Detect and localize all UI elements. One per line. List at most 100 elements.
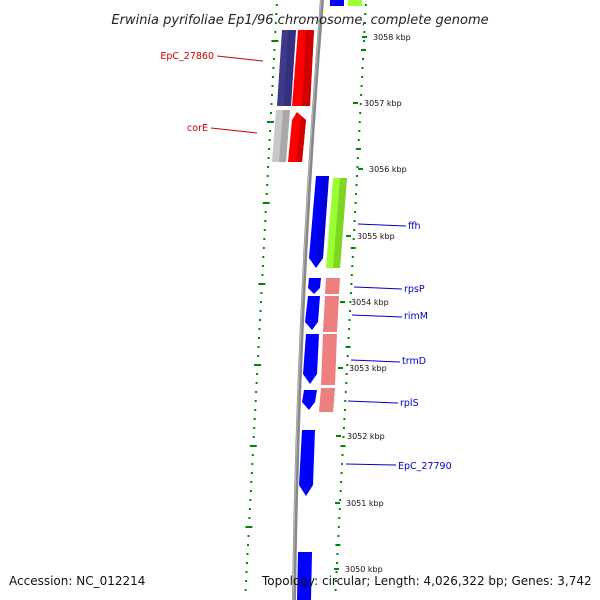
gc-dot: [358, 130, 361, 132]
ruler-tick-mark: [338, 367, 343, 369]
gene-label: corE: [187, 123, 208, 134]
gc-dot: [269, 130, 272, 132]
gc-dot: [357, 139, 360, 141]
gc-dot: [267, 166, 270, 168]
gc-dot: [245, 526, 253, 528]
gc-dot: [256, 373, 259, 375]
gc-dot: [342, 427, 345, 429]
gc-dot: [340, 481, 343, 483]
ruler-tick-label: 3058 kbp: [373, 33, 411, 42]
gene-label: ffh: [408, 221, 421, 232]
ruler-tick-label: 3053 kbp: [349, 364, 387, 373]
gc-dot: [255, 391, 258, 393]
ruler-tick-label: 3051 kbp: [346, 499, 384, 508]
gc-dot: [361, 49, 366, 51]
gc-dot: [264, 211, 267, 213]
gene-label-leader: [216, 55, 264, 62]
gene-labels: EpC_27860 corE ffh rpsP rimM trmD rplS EpC_2779…: [160, 51, 451, 472]
gc-dot: [254, 364, 262, 366]
gc-dot: [247, 544, 249, 546]
gc-dot: [253, 418, 256, 420]
gc-dot: [247, 535, 250, 537]
gc-dot: [267, 157, 270, 159]
gc-dot: [335, 571, 338, 573]
gc-dot: [258, 283, 266, 285]
feature-pink-rimM: [323, 296, 339, 332]
gc-dot: [345, 373, 348, 375]
gc-dot: [249, 499, 252, 501]
gene-label: EpC_27790: [398, 461, 452, 472]
gc-dot: [346, 364, 349, 366]
feature-blue-gene-rimM: [305, 296, 320, 330]
gc-dot: [355, 184, 358, 186]
gc-dot: [345, 346, 351, 348]
gc-dot: [362, 40, 365, 42]
gc-dot: [348, 319, 351, 321]
gc-dot: [337, 526, 340, 528]
gc-dot: [254, 400, 257, 402]
gc-dot: [250, 472, 253, 474]
gc-dot: [356, 175, 358, 177]
gc-dot: [354, 202, 357, 204]
feature-blue-gene-EpC_27790: [299, 430, 315, 496]
gene-label-leader: [347, 400, 399, 404]
gc-dot: [260, 292, 263, 294]
feature-blue-gene-ffh-shade: [316, 176, 329, 268]
gc-dot: [354, 211, 357, 213]
gc-dot: [261, 265, 264, 267]
gc-dot: [359, 103, 362, 105]
feature-green-block-shade: [333, 178, 347, 268]
feature-top-blue: [330, 0, 344, 6]
gc-dot: [248, 517, 251, 519]
gc-dot: [262, 247, 265, 249]
gc-dot: [345, 382, 348, 384]
gc-dot: [339, 499, 342, 501]
gc-dot: [262, 202, 270, 204]
gc-dot: [246, 553, 249, 555]
gc-dot: [352, 238, 355, 240]
ruler-tick-mark: [335, 502, 340, 504]
gc-dot: [268, 139, 271, 141]
gc-dot: [358, 121, 361, 123]
gc-dot: [273, 49, 276, 51]
map-title: Erwinia pyrifoliae Ep1/96 chromosome, co…: [111, 13, 488, 28]
gc-dot: [340, 472, 343, 474]
gc-dot: [349, 292, 352, 294]
genome-backbone: [292, 0, 324, 600]
gc-dot: [351, 256, 354, 258]
gene-label-leader: [353, 286, 403, 290]
gc-dot: [258, 328, 261, 330]
gc-dot: [364, 13, 367, 15]
ruler-tick-mark: [346, 235, 351, 237]
genome-backbone-highlight: [292, 0, 322, 600]
gc-dot: [360, 94, 363, 96]
feature-red-gene-2-shade: [296, 116, 306, 162]
gc-dot: [364, 4, 367, 6]
gc-dot: [353, 220, 356, 222]
gc-dot: [355, 193, 357, 195]
gc-dot: [356, 166, 359, 168]
gc-dot: [266, 175, 269, 177]
gene-label: rpsP: [404, 284, 425, 295]
gc-dot: [356, 157, 359, 159]
gene-label-leader: [345, 463, 397, 466]
gc-dot: [349, 310, 351, 312]
gc-dot: [259, 319, 261, 321]
gc-dot: [244, 589, 247, 591]
gc-dot: [251, 454, 254, 456]
ruler-tick-label: 3055 kbp: [357, 232, 395, 241]
ruler-tick-label: 3052 kbp: [347, 432, 385, 441]
gc-dot: [245, 580, 248, 582]
gc-dot: [249, 445, 257, 447]
gc-dot: [257, 355, 260, 357]
gc-dot: [263, 238, 266, 240]
gc-dot: [271, 76, 274, 78]
gc-dot: [263, 229, 266, 231]
gc-dot: [270, 103, 273, 105]
gc-dot: [350, 283, 353, 285]
gc-dot: [341, 463, 344, 465]
gene-label: rimM: [404, 311, 428, 322]
gene-label-leader: [351, 314, 403, 318]
feature-dark-block-shade: [284, 30, 296, 106]
gc-dot: [338, 517, 341, 519]
